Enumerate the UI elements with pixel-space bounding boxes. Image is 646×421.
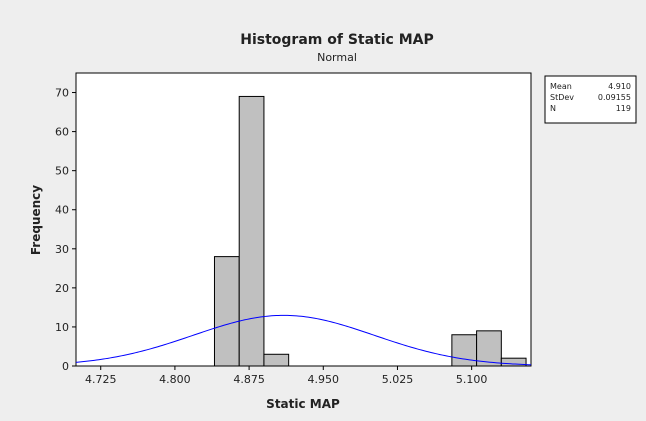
y-tick-label: 20: [55, 282, 69, 295]
chart-title: Histogram of Static MAP: [240, 32, 434, 48]
histogram-bar: [238, 95, 265, 367]
plot-area: [75, 72, 532, 367]
y-tick-label: 40: [55, 204, 69, 217]
x-tick-label: 4.800: [159, 373, 191, 386]
stats-legend: Mean 4.910 StDev 0.09155 N 119: [544, 75, 637, 124]
x-axis: 4.725 4.800 4.875 4.950 5.025 5.100: [85, 366, 487, 386]
stats-value: 0.09155: [598, 93, 631, 102]
histogram-bar: [263, 353, 290, 367]
histogram-bars: [213, 95, 527, 367]
y-axis-label: Frequency: [29, 185, 43, 255]
x-tick-label: 5.100: [456, 373, 488, 386]
x-tick-label: 4.875: [233, 373, 265, 386]
stats-value: 119: [616, 104, 631, 113]
stats-label: N: [550, 104, 556, 113]
x-tick-label: 4.725: [85, 373, 117, 386]
histogram-bar: [476, 330, 502, 367]
y-tick-label: 0: [62, 360, 69, 373]
y-tick-label: 70: [55, 87, 69, 100]
x-tick-label: 4.950: [308, 373, 340, 386]
y-tick-label: 60: [55, 126, 69, 139]
normal-fit-curve: [75, 314, 532, 366]
chart-subtitle: Normal: [317, 51, 357, 64]
stats-legend-box: [544, 75, 637, 124]
histogram-bar: [451, 334, 478, 367]
y-tick-label: 50: [55, 165, 69, 178]
stats-value: 4.910: [608, 82, 631, 91]
y-axis: 0 10 20 30 40 50 60 70: [55, 87, 76, 373]
x-tick-label: 5.025: [382, 373, 414, 386]
histogram-bar: [213, 256, 240, 367]
histogram-bar: [500, 357, 527, 367]
x-axis-label: Static MAP: [266, 397, 340, 411]
y-tick-label: 10: [55, 321, 69, 334]
stats-label: Mean: [550, 82, 572, 91]
stats-label: StDev: [550, 93, 574, 102]
y-tick-label: 30: [55, 243, 69, 256]
